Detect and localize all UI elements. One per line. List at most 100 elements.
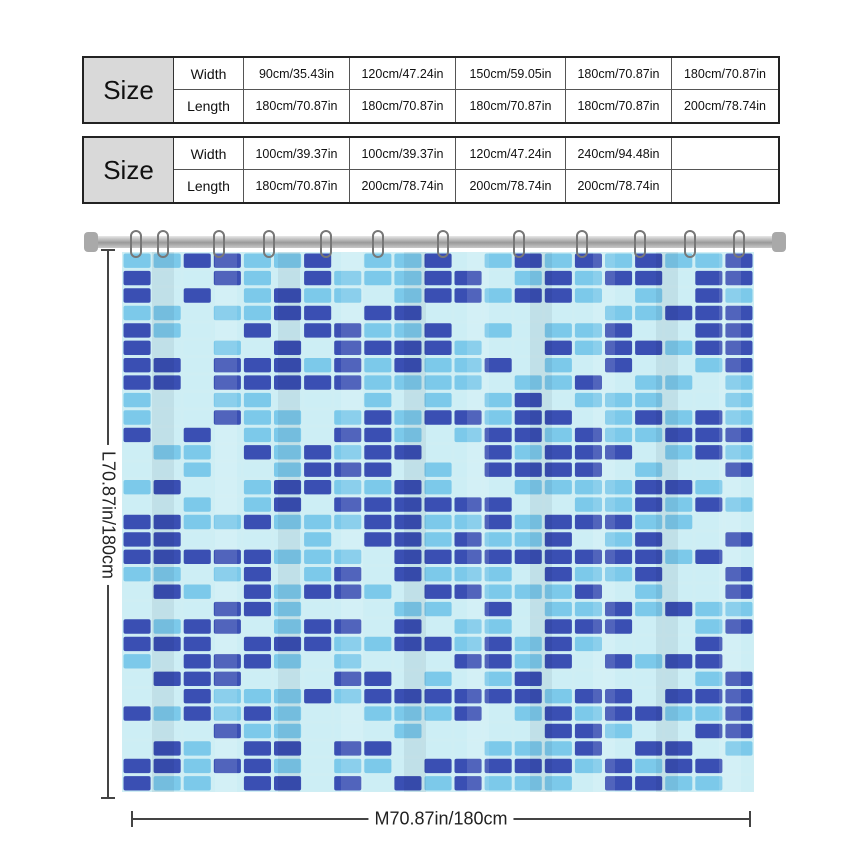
mosaic-tile bbox=[153, 358, 181, 373]
mosaic-tile bbox=[635, 358, 663, 373]
mosaic-tile bbox=[514, 776, 542, 791]
mosaic-tile bbox=[544, 636, 572, 652]
fabric-fold-shading bbox=[719, 252, 741, 792]
mosaic-tile bbox=[183, 549, 211, 564]
mosaic-tile bbox=[605, 549, 633, 564]
mosaic-tile bbox=[484, 392, 512, 408]
mosaic-tile bbox=[635, 410, 663, 425]
length-value: 200cm/78.74in bbox=[350, 170, 456, 202]
mosaic-tile bbox=[544, 358, 572, 373]
mosaic-tile bbox=[243, 636, 271, 652]
mosaic-tile bbox=[424, 619, 452, 634]
mosaic-tile bbox=[635, 462, 663, 477]
mosaic-tile bbox=[334, 514, 362, 530]
mosaic-tile bbox=[484, 671, 512, 686]
mosaic-tile bbox=[514, 601, 542, 617]
mosaic-tile bbox=[394, 480, 422, 495]
fabric-fold-shading bbox=[278, 252, 300, 792]
mosaic-tile bbox=[695, 340, 723, 355]
mosaic-tile bbox=[574, 619, 602, 634]
mosaic-tile bbox=[213, 601, 241, 617]
mosaic-tile bbox=[424, 636, 452, 652]
mosaic-tile bbox=[183, 410, 211, 425]
mosaic-tile bbox=[274, 445, 302, 460]
mosaic-tile bbox=[695, 358, 723, 373]
mosaic-tile bbox=[574, 480, 602, 495]
mosaic-tile bbox=[544, 445, 572, 460]
mosaic-tile bbox=[243, 375, 271, 390]
mosaic-tile bbox=[424, 288, 452, 303]
mosaic-tile bbox=[183, 689, 211, 704]
mosaic-tile bbox=[454, 723, 482, 739]
width-value bbox=[672, 138, 778, 170]
mosaic-tile bbox=[725, 462, 753, 477]
mosaic-tile bbox=[574, 776, 602, 791]
mosaic-tile bbox=[725, 288, 753, 303]
mosaic-tile bbox=[274, 601, 302, 617]
width-value: 120cm/47.24in bbox=[456, 138, 566, 170]
mosaic-tile bbox=[544, 601, 572, 617]
mosaic-tile bbox=[334, 723, 362, 739]
mosaic-tile bbox=[183, 706, 211, 721]
mosaic-tile bbox=[213, 480, 241, 495]
mosaic-tile bbox=[725, 340, 753, 355]
mosaic-tile bbox=[695, 723, 723, 739]
mosaic-tile bbox=[514, 584, 542, 599]
mosaic-tile bbox=[183, 532, 211, 547]
mosaic-tile bbox=[635, 689, 663, 704]
mosaic-tile bbox=[183, 253, 211, 268]
mosaic-tile bbox=[665, 462, 693, 477]
mosaic-tile bbox=[454, 270, 482, 286]
mosaic-tile bbox=[424, 584, 452, 599]
mosaic-tile bbox=[183, 427, 211, 443]
mosaic-tile bbox=[123, 532, 151, 547]
length-value: 200cm/78.74in bbox=[683, 99, 766, 113]
mosaic-tile bbox=[424, 462, 452, 477]
mosaic-tile bbox=[153, 532, 181, 547]
curtain-ring bbox=[576, 230, 588, 258]
mosaic-tile bbox=[394, 358, 422, 373]
mosaic-tile bbox=[183, 358, 211, 373]
row-label-length: Length bbox=[174, 170, 244, 202]
mosaic-tile bbox=[695, 619, 723, 634]
mosaic-tile bbox=[334, 270, 362, 286]
mosaic-tile bbox=[183, 392, 211, 408]
mosaic-tile bbox=[574, 375, 602, 390]
length-value: 180cm/70.87in bbox=[456, 90, 566, 122]
mosaic-tile bbox=[334, 689, 362, 704]
mosaic-tile bbox=[364, 532, 392, 547]
mosaic-tile bbox=[544, 340, 572, 355]
mosaic-tile bbox=[364, 497, 392, 512]
mosaic-tile bbox=[334, 532, 362, 547]
mosaic-tile bbox=[364, 445, 392, 460]
mosaic-tile bbox=[364, 392, 392, 408]
mosaic-tile bbox=[183, 723, 211, 739]
mosaic-tile bbox=[213, 549, 241, 564]
mosaic-tile bbox=[484, 288, 512, 303]
mosaic-tile bbox=[394, 497, 422, 512]
mosaic-tile bbox=[454, 532, 482, 547]
mosaic-tile bbox=[454, 636, 482, 652]
mosaic-tile bbox=[394, 567, 422, 582]
mosaic-tile bbox=[153, 288, 181, 303]
mosaic-tile bbox=[454, 514, 482, 530]
mosaic-tile bbox=[364, 689, 392, 704]
mosaic-tile bbox=[695, 288, 723, 303]
mosaic-tile bbox=[665, 601, 693, 617]
mosaic-tile bbox=[213, 392, 241, 408]
mosaic-tile bbox=[665, 270, 693, 286]
mosaic-tile bbox=[213, 375, 241, 390]
mosaic-tile bbox=[454, 689, 482, 704]
mosaic-tile bbox=[274, 323, 302, 338]
mosaic-tile bbox=[484, 601, 512, 617]
mosaic-tile bbox=[605, 706, 633, 721]
fabric-fold-shading bbox=[215, 252, 237, 792]
curtain-ring bbox=[634, 230, 646, 258]
mosaic-tile bbox=[394, 636, 422, 652]
mosaic-tile bbox=[334, 601, 362, 617]
mosaic-tile bbox=[183, 514, 211, 530]
mosaic-tile bbox=[424, 305, 452, 321]
mosaic-tile bbox=[605, 497, 633, 512]
mosaic-tile bbox=[274, 532, 302, 547]
mosaic-tile bbox=[725, 323, 753, 338]
